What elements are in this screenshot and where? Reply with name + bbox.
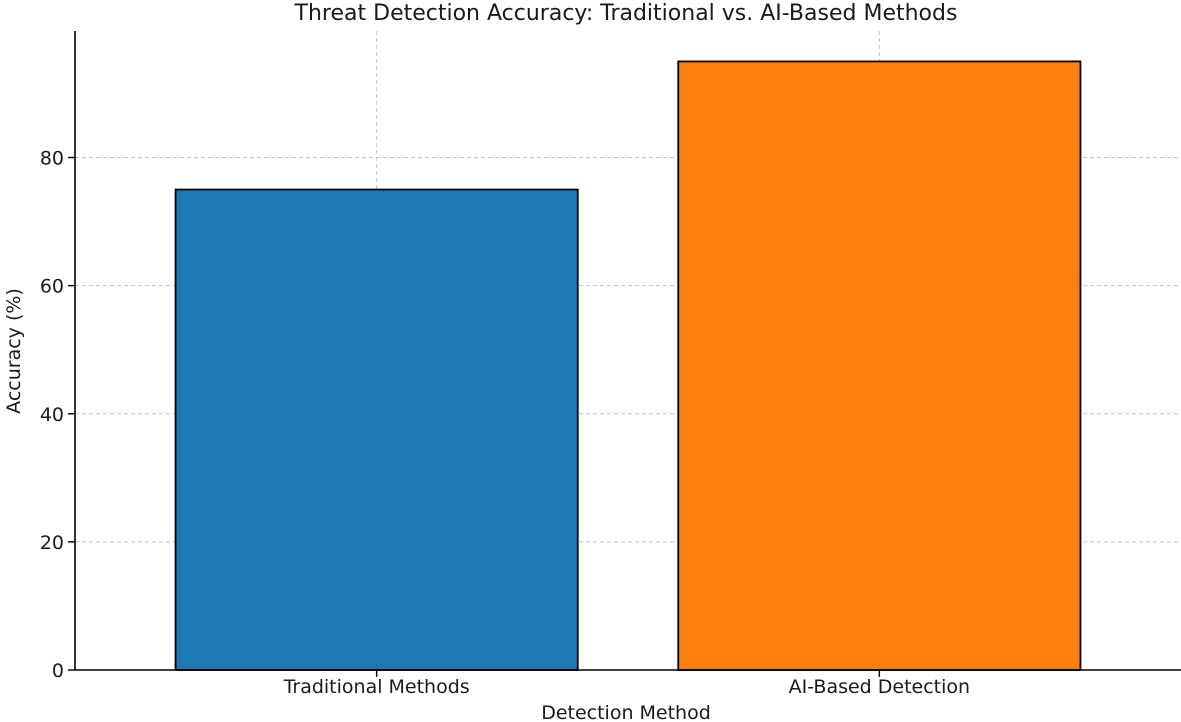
x-axis-title: Detection Method bbox=[541, 702, 711, 722]
x-tick-label-1: AI-Based Detection bbox=[789, 676, 970, 698]
y-tick-label-60: 60 bbox=[40, 276, 64, 298]
y-tick-label-40: 40 bbox=[40, 404, 64, 426]
y-tick-label-80: 80 bbox=[40, 148, 64, 170]
ticks: 0 20 40 60 80 Traditional Methods AI-Based Det… bbox=[40, 148, 970, 698]
bar-1 bbox=[677, 60, 1082, 671]
x-tick-label-0: Traditional Methods bbox=[283, 676, 470, 698]
bars bbox=[174, 60, 1082, 671]
bar-0 bbox=[174, 188, 579, 671]
y-axis-title: Accuracy (%) bbox=[3, 288, 25, 414]
axes bbox=[74, 31, 1181, 671]
y-tick-label-0: 0 bbox=[52, 660, 64, 682]
y-tick-label-20: 20 bbox=[40, 532, 64, 554]
chart-title: Threat Detection Accuracy: Traditional v… bbox=[294, 1, 958, 26]
